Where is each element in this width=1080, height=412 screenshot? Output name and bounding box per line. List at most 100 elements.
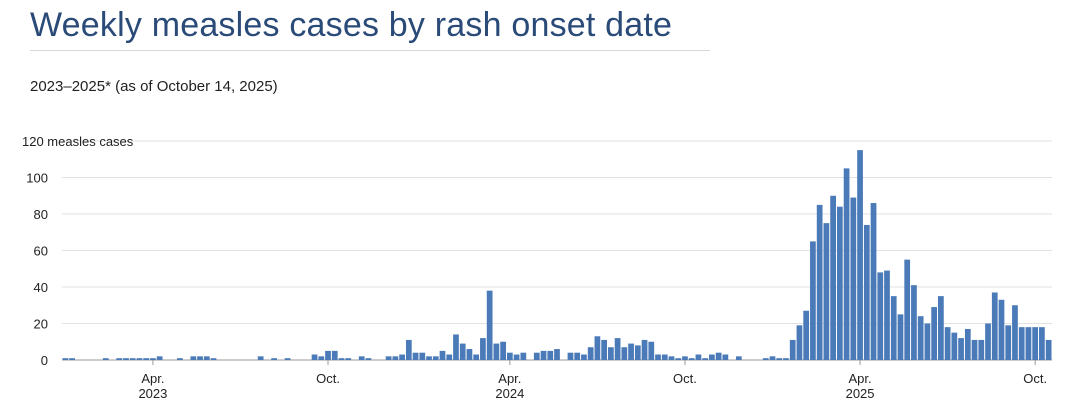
bar	[803, 310, 810, 360]
bar	[924, 323, 931, 360]
bar	[62, 358, 69, 360]
x-tick-label-month: Oct.	[316, 371, 340, 386]
bar	[843, 168, 850, 361]
bar	[877, 272, 884, 360]
bar	[769, 356, 776, 360]
bar	[257, 356, 264, 360]
bar	[668, 356, 675, 360]
x-tick-label-month: Apr.	[498, 371, 521, 386]
bar	[506, 352, 513, 360]
chart-title: Weekly measles cases by rash onset date	[30, 6, 673, 44]
bar	[641, 339, 648, 360]
bar	[911, 285, 917, 360]
bar	[904, 259, 911, 361]
bar	[325, 350, 331, 361]
bar	[661, 354, 668, 360]
y-tick-label: 20	[34, 317, 48, 332]
chart-subtitle: 2023–2025* (as of October 14, 2025)	[30, 78, 278, 95]
bar	[991, 292, 998, 360]
bar	[459, 343, 466, 360]
bar	[958, 338, 964, 360]
bar	[190, 356, 197, 360]
y-tick-label: 0	[41, 353, 48, 368]
bar	[601, 339, 608, 360]
bar	[1045, 339, 1052, 360]
bar	[574, 352, 581, 360]
bar	[1039, 327, 1045, 360]
bar	[594, 336, 601, 360]
x-tick-label-month: Apr.	[848, 371, 871, 386]
bar	[998, 299, 1005, 360]
bar	[870, 203, 877, 360]
bar	[446, 354, 453, 360]
bar	[116, 358, 123, 360]
bar	[203, 356, 210, 360]
bar	[1018, 327, 1025, 360]
bar	[634, 345, 641, 360]
bar	[614, 338, 621, 360]
y-tick-label: 40	[34, 280, 48, 295]
bar	[648, 341, 655, 360]
x-tick-label-year: 2025	[846, 386, 875, 401]
bar	[897, 314, 904, 361]
bar	[931, 307, 938, 360]
bar	[1005, 325, 1012, 360]
bar	[850, 197, 857, 360]
y-tick-label: 100	[26, 171, 48, 186]
bar	[810, 241, 816, 361]
bar	[210, 358, 217, 360]
bars	[62, 150, 1052, 361]
x-tick-label-month: Apr.	[141, 371, 164, 386]
bar	[338, 358, 345, 360]
bar	[890, 296, 897, 361]
bar	[608, 347, 614, 360]
bar	[520, 352, 527, 360]
bar	[581, 354, 587, 360]
bar	[722, 354, 729, 360]
bar	[978, 339, 985, 360]
bar	[284, 358, 291, 360]
gridlines	[62, 140, 1052, 361]
bar	[69, 358, 75, 360]
bar	[392, 356, 399, 360]
bar	[682, 356, 688, 360]
bar	[587, 347, 594, 360]
bar	[318, 356, 325, 360]
x-tick-label-year: 2024	[495, 386, 524, 401]
x-tick-label-year: 2023	[138, 386, 167, 401]
bar	[762, 358, 769, 360]
bar	[621, 347, 628, 360]
bar	[533, 352, 540, 360]
bar	[776, 358, 783, 360]
bar	[399, 354, 405, 360]
bar	[816, 204, 823, 361]
bar	[129, 358, 136, 360]
bar	[311, 354, 318, 360]
bar	[783, 358, 789, 360]
bar	[500, 341, 506, 360]
bar	[439, 350, 446, 361]
bar	[655, 354, 661, 360]
bar	[513, 354, 520, 360]
bar	[836, 206, 843, 360]
bar	[823, 223, 830, 361]
bar	[156, 356, 163, 360]
bar	[554, 349, 560, 360]
bar	[176, 358, 183, 360]
bar	[426, 356, 432, 360]
bar	[547, 350, 554, 361]
bar	[709, 354, 715, 360]
bar	[480, 338, 486, 360]
bar	[493, 343, 500, 360]
y-axis-top-label: 120 measles cases	[22, 134, 134, 149]
bar	[857, 150, 863, 361]
bar	[466, 349, 473, 360]
bar	[540, 350, 547, 361]
bar	[419, 352, 426, 360]
bar	[688, 358, 695, 360]
bar	[405, 339, 412, 360]
bar	[150, 358, 156, 360]
bar	[102, 358, 109, 360]
